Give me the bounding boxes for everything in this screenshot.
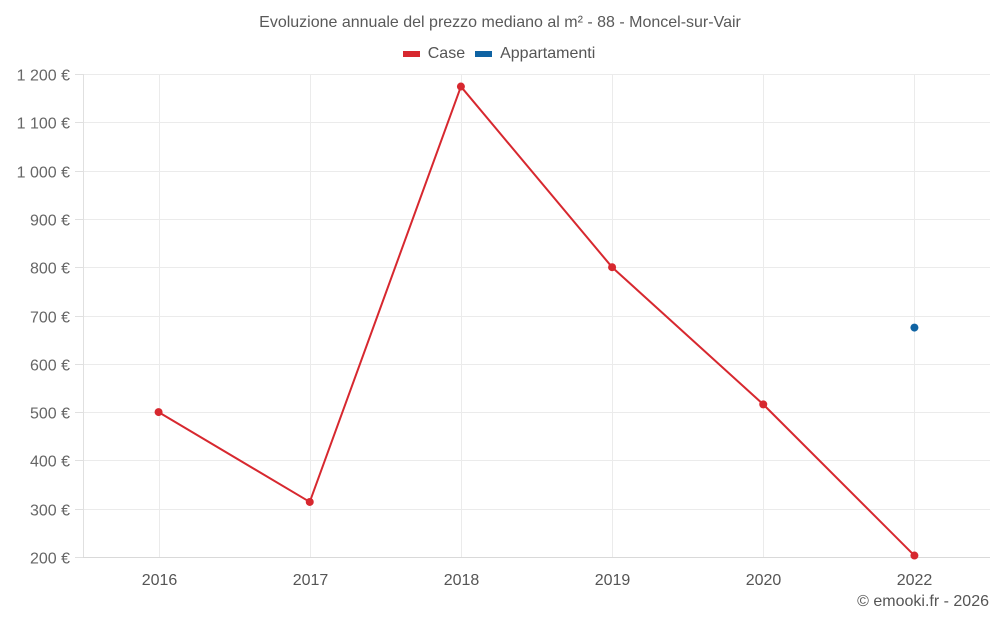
legend-label-appartamenti: Appartamenti bbox=[500, 45, 596, 62]
x-tick-label: 2017 bbox=[293, 572, 329, 589]
data-point-appartamenti[interactable] bbox=[910, 323, 919, 332]
data-point-case[interactable] bbox=[456, 82, 465, 91]
legend-swatch-appartamenti bbox=[475, 51, 493, 57]
x-tick-label: 2018 bbox=[444, 572, 480, 589]
y-tick-label: 1 200 € bbox=[17, 68, 70, 85]
series-line-case bbox=[158, 85, 916, 557]
y-tick-label: 700 € bbox=[30, 310, 70, 327]
legend-label-case: Case bbox=[427, 45, 466, 62]
legend-item-case[interactable]: Case bbox=[402, 45, 467, 63]
y-tick-label: 400 € bbox=[30, 454, 70, 471]
data-point-case[interactable] bbox=[154, 408, 163, 417]
y-tick-label: 1 000 € bbox=[17, 165, 70, 182]
chart-title: Evoluzione annuale del prezzo mediano al… bbox=[259, 14, 741, 31]
y-tick-label: 300 € bbox=[30, 503, 70, 520]
y-tick-label: 1 100 € bbox=[17, 116, 70, 133]
x-tick-label: 2019 bbox=[595, 572, 631, 589]
data-point-case[interactable] bbox=[910, 551, 919, 560]
y-tick-label: 900 € bbox=[30, 213, 70, 230]
y-tick-label: 500 € bbox=[30, 406, 70, 423]
legend-item-appartamenti[interactable]: Appartamenti bbox=[475, 45, 597, 63]
y-tick-label: 800 € bbox=[30, 261, 70, 278]
y-tick-label: 200 € bbox=[30, 551, 70, 568]
x-tick-label: 2016 bbox=[142, 572, 178, 589]
x-tick-label: 2022 bbox=[897, 572, 933, 589]
data-point-case[interactable] bbox=[305, 497, 314, 506]
copyright-credit: © emooki.fr - 2026 bbox=[857, 593, 989, 610]
legend-swatch-case bbox=[402, 51, 420, 57]
y-tick-label: 600 € bbox=[30, 358, 70, 375]
chart-legend: Case Appartamenti bbox=[0, 45, 1000, 63]
data-point-case[interactable] bbox=[608, 263, 617, 272]
x-tick-label: 2020 bbox=[746, 572, 782, 589]
data-point-case[interactable] bbox=[759, 400, 768, 409]
